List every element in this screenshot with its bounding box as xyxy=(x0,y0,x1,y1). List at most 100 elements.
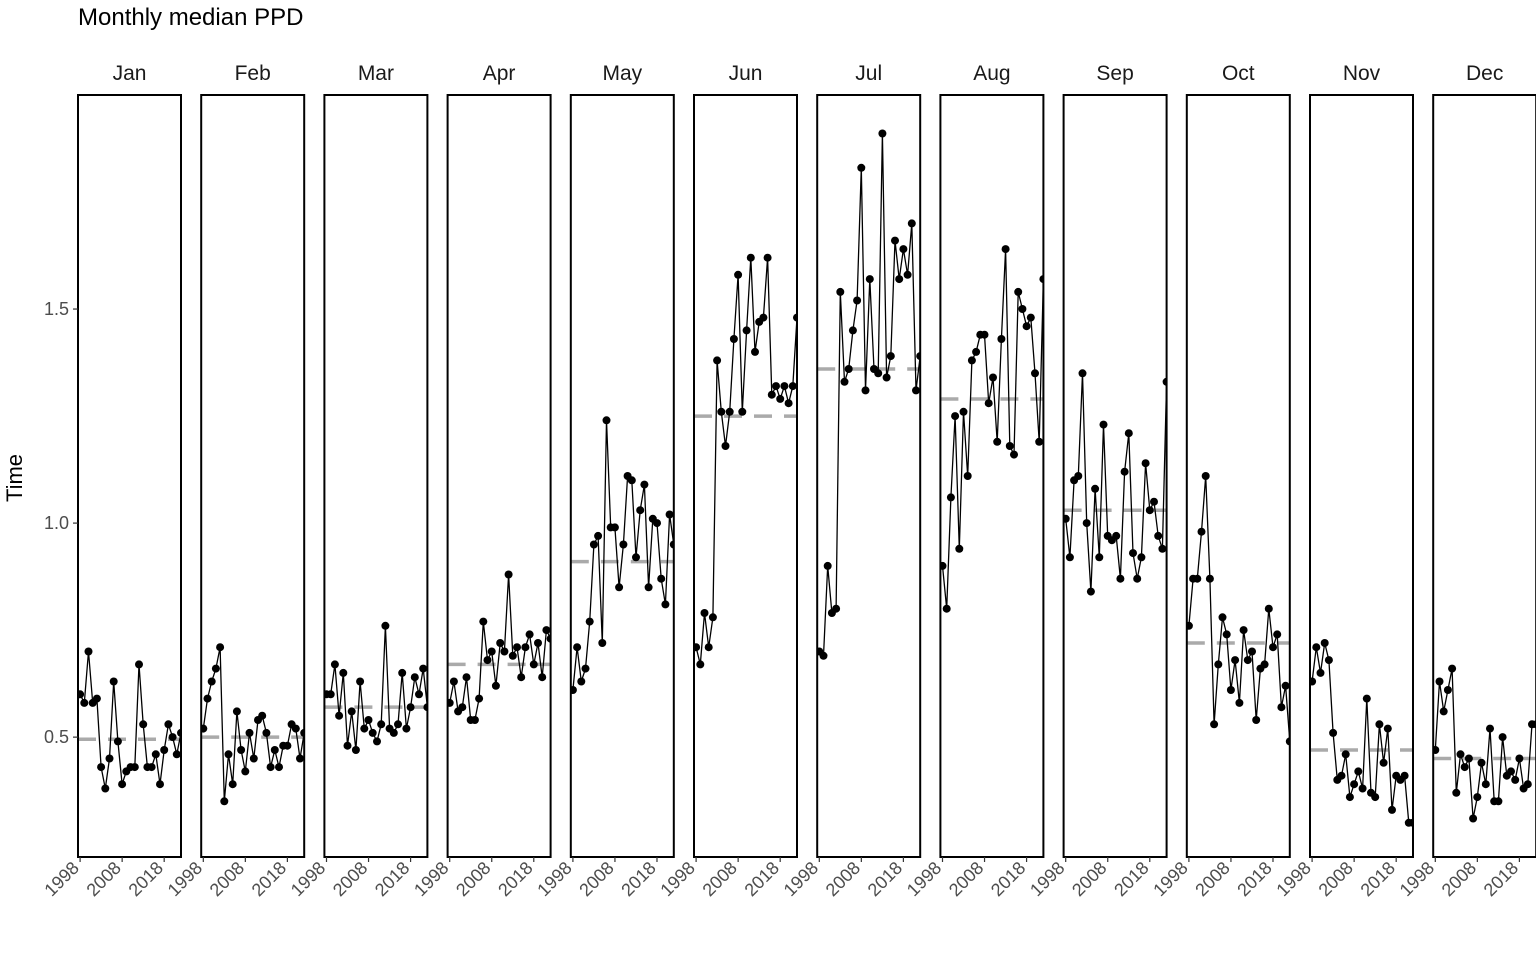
data-point xyxy=(368,728,377,737)
data-point xyxy=(972,347,981,356)
panel-data xyxy=(324,621,428,754)
data-point xyxy=(1116,574,1125,583)
data-point xyxy=(517,673,526,682)
data-point xyxy=(696,660,705,669)
data-point xyxy=(84,647,93,656)
data-point xyxy=(351,746,360,754)
data-point xyxy=(500,647,509,656)
data-point xyxy=(581,664,590,673)
data-point xyxy=(172,750,181,759)
data-point xyxy=(1273,630,1282,639)
data-point xyxy=(1095,553,1104,562)
data-point xyxy=(865,275,874,284)
panel-border xyxy=(1309,94,1414,858)
data-point xyxy=(415,690,423,699)
data-point xyxy=(585,617,594,626)
data-point xyxy=(980,330,989,339)
data-point xyxy=(156,780,164,789)
data-point xyxy=(130,763,139,772)
data-point xyxy=(636,506,645,515)
data-point xyxy=(1358,784,1367,793)
data-point xyxy=(1523,780,1532,789)
data-point xyxy=(224,750,233,759)
data-point xyxy=(402,724,411,733)
data-point xyxy=(1277,703,1286,712)
panel-data xyxy=(817,129,921,660)
data-point xyxy=(993,437,1002,446)
data-point xyxy=(109,677,118,686)
data-point xyxy=(1337,771,1346,780)
data-point xyxy=(891,236,899,245)
panel-dec: Dec 1998 2008 2018 xyxy=(1396,62,1536,900)
data-point xyxy=(594,531,603,540)
data-point xyxy=(1379,758,1388,767)
series-line xyxy=(818,133,921,658)
data-point xyxy=(1345,793,1354,802)
data-point xyxy=(615,583,624,592)
series-line xyxy=(326,625,428,751)
x-tick-label: 2018 xyxy=(864,858,906,900)
data-point xyxy=(619,540,628,549)
data-point xyxy=(525,630,534,639)
data-point xyxy=(266,763,275,772)
data-point xyxy=(1018,305,1027,313)
data-point xyxy=(903,270,912,279)
data-point xyxy=(874,369,883,378)
panel-label: Jan xyxy=(113,62,147,85)
data-point xyxy=(330,660,339,669)
data-point xyxy=(1456,750,1465,759)
data-point xyxy=(853,296,862,305)
data-point xyxy=(984,399,993,408)
data-point xyxy=(419,664,428,673)
panel-border xyxy=(77,94,182,858)
data-point xyxy=(1137,553,1146,562)
data-point xyxy=(245,728,254,737)
x-tick-label: 2018 xyxy=(248,858,290,900)
data-point xyxy=(1186,621,1193,630)
data-point xyxy=(105,754,114,763)
data-point xyxy=(776,394,785,403)
data-point xyxy=(262,728,271,737)
data-point xyxy=(360,724,369,733)
panel-jul: Jul 1998 2008 2018 xyxy=(780,62,922,900)
data-point xyxy=(1099,420,1108,429)
data-point xyxy=(381,621,390,630)
data-point xyxy=(364,716,373,724)
data-point xyxy=(538,673,547,682)
panel-jun: Jun 1998 2008 2018 xyxy=(656,62,798,900)
x-tick-label: 2018 xyxy=(617,858,659,900)
data-point xyxy=(1281,681,1290,690)
chart-title: Monthly median PPD xyxy=(78,4,304,31)
data-point xyxy=(598,639,607,647)
x-tick-label: 2018 xyxy=(125,858,167,900)
data-point xyxy=(836,287,845,296)
panel-label: Jul xyxy=(855,62,882,85)
x-tick-label: 2008 xyxy=(822,858,864,900)
data-point xyxy=(640,480,649,489)
data-point xyxy=(1014,287,1023,296)
data-point xyxy=(326,690,335,699)
data-point xyxy=(767,390,776,399)
data-point xyxy=(784,399,793,408)
data-point xyxy=(283,741,292,750)
data-point xyxy=(632,553,640,562)
data-point xyxy=(449,677,458,686)
panel-label: Sep xyxy=(1096,62,1133,85)
data-point xyxy=(508,651,517,660)
x-tick-label: 2008 xyxy=(1191,858,1233,900)
data-point xyxy=(1371,793,1380,802)
data-point xyxy=(1210,720,1219,729)
data-point xyxy=(410,673,419,682)
data-point xyxy=(989,373,997,382)
series-line xyxy=(1311,642,1413,824)
data-point xyxy=(1193,574,1202,583)
data-point xyxy=(1129,549,1137,558)
data-point xyxy=(1324,656,1333,665)
data-point xyxy=(139,720,148,729)
panel-border xyxy=(1432,94,1536,858)
data-point xyxy=(861,386,870,395)
data-point xyxy=(1264,604,1273,613)
data-point xyxy=(1310,677,1317,686)
panel-data xyxy=(78,647,181,793)
